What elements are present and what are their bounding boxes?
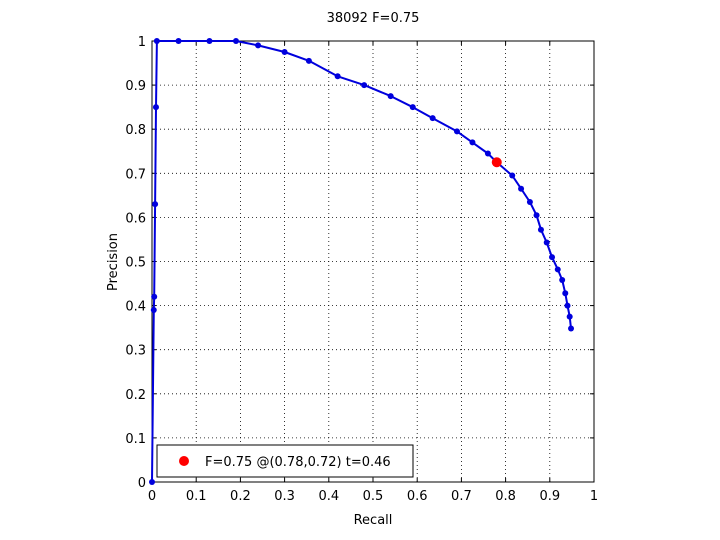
data-point	[387, 93, 394, 100]
data-point	[153, 38, 160, 44]
data-point	[543, 239, 550, 246]
data-point	[150, 307, 157, 314]
x-tick-labels: 0 0.1 0.2 0.3 0.4 0.5 0.6 0.7 0.8 0.9 1	[148, 489, 598, 504]
legend-box	[156, 444, 414, 478]
data-point	[151, 293, 158, 300]
y-axis-label: Precision	[106, 233, 121, 291]
x-tick-label: 1	[590, 489, 598, 504]
y-tick-labels: 0 0.1 0.2 0.3 0.4 0.5 0.6 0.7 0.8 0.9 1	[125, 35, 146, 491]
data-point	[429, 115, 436, 122]
x-tick-label: 0	[148, 489, 156, 504]
data-point	[533, 212, 540, 219]
data-point	[469, 139, 476, 146]
data-point	[562, 290, 569, 297]
data-point	[554, 266, 561, 273]
x-tick-label: 0.6	[407, 489, 428, 504]
data-point	[568, 325, 575, 332]
pr-curve	[149, 38, 575, 485]
x-tick-label: 0.2	[230, 489, 251, 504]
y-tick-label: 0.4	[125, 300, 146, 315]
data-point	[509, 172, 516, 179]
legend: F=0.75 @(0.78,0.72) t=0.46	[156, 444, 414, 478]
x-tick-label: 0.5	[363, 489, 384, 504]
data-point	[361, 82, 368, 89]
y-tick-label: 0.3	[125, 344, 146, 359]
grid-lines	[152, 41, 594, 482]
best-f-point	[491, 157, 502, 168]
x-tick-label: 0.4	[318, 489, 339, 504]
legend-label: F=0.75 @(0.78,0.72) t=0.46	[205, 455, 391, 470]
x-axis-label: Recall	[354, 513, 393, 528]
x-tick-label: 0.1	[186, 489, 207, 504]
x-tick-label: 0.8	[495, 489, 516, 504]
data-point	[305, 57, 312, 64]
data-point	[453, 128, 460, 135]
data-point	[559, 277, 566, 284]
y-tick-label: 0	[138, 476, 146, 491]
data-point	[175, 38, 182, 44]
data-point	[537, 226, 544, 233]
y-tick-label: 0.9	[125, 79, 146, 94]
data-point	[526, 198, 533, 205]
x-tick-label: 0.7	[451, 489, 472, 504]
data-point	[564, 302, 571, 309]
data-point	[206, 38, 213, 44]
chart-title: 38092 F=0.75	[327, 11, 420, 26]
data-point	[281, 49, 288, 56]
data-point	[232, 38, 239, 44]
data-point	[334, 73, 341, 80]
series-line	[151, 40, 572, 483]
data-point	[255, 42, 262, 49]
data-point	[152, 104, 159, 111]
y-tick-label: 0.7	[125, 167, 146, 182]
data-point	[549, 254, 556, 261]
x-tick-label: 0.9	[539, 489, 560, 504]
data-point	[566, 313, 573, 320]
legend-marker	[179, 456, 189, 466]
data-point	[484, 150, 491, 157]
y-tick-label: 0.5	[125, 256, 146, 271]
y-tick-label: 0.2	[125, 388, 146, 403]
y-tick-label: 0.8	[125, 123, 146, 138]
data-point	[152, 201, 159, 208]
data-point	[149, 479, 155, 485]
y-tick-label: 0.1	[125, 432, 146, 447]
y-tick-label: 1	[138, 35, 146, 50]
y-tick-label: 0.6	[125, 211, 146, 226]
data-point	[409, 104, 416, 111]
data-point	[518, 185, 525, 192]
x-tick-label: 0.3	[274, 489, 295, 504]
